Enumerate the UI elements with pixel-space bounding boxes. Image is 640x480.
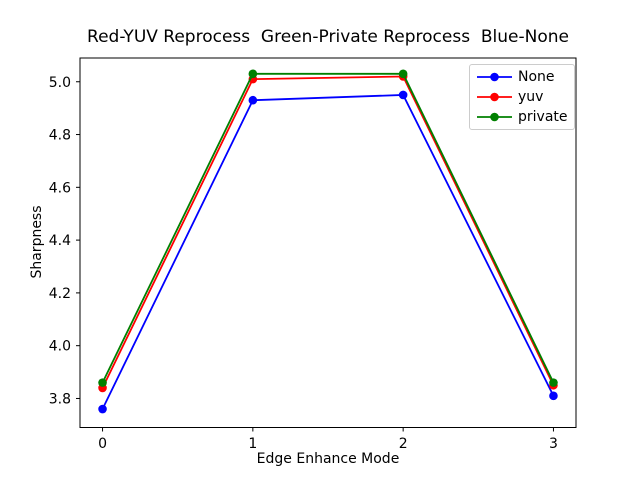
data-point-private-0 xyxy=(98,378,107,387)
legend-item-private: private xyxy=(476,107,571,127)
legend-swatch-private xyxy=(477,112,512,122)
legend-label: private xyxy=(518,109,568,125)
y-tick-label: 4.0 xyxy=(49,339,71,355)
chart-title: Red-YUV Reprocess Green-Private Reproces… xyxy=(87,27,569,47)
legend-item-none: None xyxy=(476,67,571,87)
legend-swatch-yuv xyxy=(477,92,512,102)
series-line-private xyxy=(101,72,555,384)
legend: None yuv private xyxy=(469,64,575,130)
legend-marker-icon xyxy=(490,92,499,102)
legend-swatch-none xyxy=(477,72,512,82)
data-point-none-1 xyxy=(248,95,258,105)
y-tick-label: 4.6 xyxy=(49,180,71,196)
data-point-none-2 xyxy=(398,90,408,100)
data-point-private-2 xyxy=(398,69,408,79)
y-tick-label: 4.4 xyxy=(49,233,71,249)
x-axis-label: Edge Enhance Mode xyxy=(256,451,400,467)
legend-item-yuv: yuv xyxy=(476,87,571,107)
data-point-private-3 xyxy=(549,378,558,387)
y-tick-label: 4.8 xyxy=(49,128,71,144)
y-tick-label: 5.0 xyxy=(49,75,71,91)
series-line-none xyxy=(101,94,555,410)
data-point-none-3 xyxy=(549,391,558,401)
x-tick-label: 2 xyxy=(399,436,408,452)
legend-label: yuv xyxy=(518,89,544,105)
axes-spines xyxy=(79,57,577,428)
y-tick-label: 3.8 xyxy=(49,391,71,407)
data-point-private-1 xyxy=(248,69,258,79)
series-line-yuv xyxy=(101,75,555,389)
data-point-none-0 xyxy=(98,404,107,414)
legend-marker-icon xyxy=(490,112,499,122)
legend-label: None xyxy=(518,69,555,85)
x-tick-label: 3 xyxy=(549,436,558,452)
legend-marker-icon xyxy=(490,72,499,82)
x-tick-label: 1 xyxy=(248,436,257,452)
y-tick-label: 4.2 xyxy=(49,286,71,302)
x-tick-label: 0 xyxy=(98,436,107,452)
